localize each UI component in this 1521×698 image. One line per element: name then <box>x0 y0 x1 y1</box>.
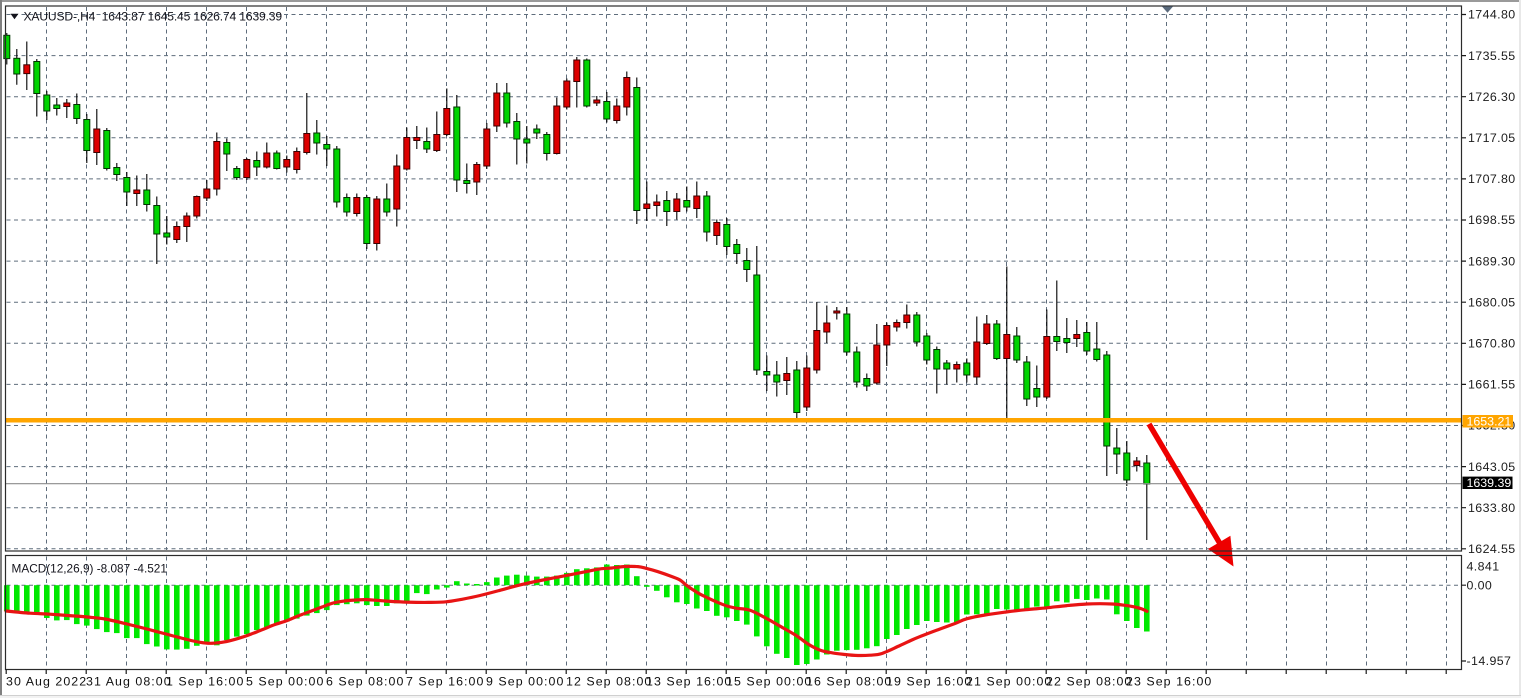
svg-text:1 Sep 16:00: 1 Sep 16:00 <box>166 675 244 689</box>
svg-text:4.841: 4.841 <box>1467 560 1500 574</box>
svg-text:1698.55: 1698.55 <box>1468 213 1516 227</box>
svg-text:1735.55: 1735.55 <box>1468 49 1516 63</box>
svg-text:1624.55: 1624.55 <box>1468 542 1516 556</box>
svg-text:XAUUSD-,H4 1643.87 1645.45 16: XAUUSD-,H4 1643.87 1645.45 1626.74 1639.… <box>24 10 283 24</box>
svg-text:9 Sep 00:00: 9 Sep 00:00 <box>486 675 564 689</box>
svg-text:-14.957: -14.957 <box>1467 654 1512 668</box>
svg-text:1717.05: 1717.05 <box>1468 131 1516 145</box>
svg-text:22 Sep 08:00: 22 Sep 08:00 <box>1046 675 1132 689</box>
svg-text:1744.80: 1744.80 <box>1468 8 1516 22</box>
svg-text:1633.80: 1633.80 <box>1468 501 1516 515</box>
svg-text:31 Aug 08:00: 31 Aug 08:00 <box>86 675 172 689</box>
svg-text:1643.05: 1643.05 <box>1468 460 1516 474</box>
svg-text:0.00: 0.00 <box>1467 578 1493 592</box>
svg-text:1639.39: 1639.39 <box>1467 476 1512 490</box>
svg-text:7 Sep 16:00: 7 Sep 16:00 <box>406 675 484 689</box>
svg-text:MACD(12,26,9) -8.087 -4.521: MACD(12,26,9) -8.087 -4.521 <box>12 562 167 576</box>
svg-text:1726.30: 1726.30 <box>1468 90 1516 104</box>
svg-text:30 Aug 2022: 30 Aug 2022 <box>6 675 87 689</box>
svg-text:13 Sep 16:00: 13 Sep 16:00 <box>646 675 732 689</box>
svg-text:12 Sep 08:00: 12 Sep 08:00 <box>566 675 652 689</box>
svg-text:6 Sep 08:00: 6 Sep 08:00 <box>326 675 404 689</box>
svg-text:5 Sep 00:00: 5 Sep 00:00 <box>246 675 324 689</box>
svg-text:23 Sep 16:00: 23 Sep 16:00 <box>1126 675 1212 689</box>
svg-text:1689.30: 1689.30 <box>1468 254 1516 268</box>
svg-text:1653.21: 1653.21 <box>1467 415 1512 429</box>
svg-text:1680.05: 1680.05 <box>1468 295 1516 309</box>
svg-text:1707.80: 1707.80 <box>1468 172 1516 186</box>
svg-text:1670.80: 1670.80 <box>1468 337 1516 351</box>
svg-text:15 Sep 00:00: 15 Sep 00:00 <box>726 675 812 689</box>
svg-text:1661.55: 1661.55 <box>1468 378 1516 392</box>
svg-text:21 Sep 00:00: 21 Sep 00:00 <box>966 675 1052 689</box>
svg-text:16 Sep 08:00: 16 Sep 08:00 <box>806 675 892 689</box>
svg-text:19 Sep 16:00: 19 Sep 16:00 <box>886 675 972 689</box>
